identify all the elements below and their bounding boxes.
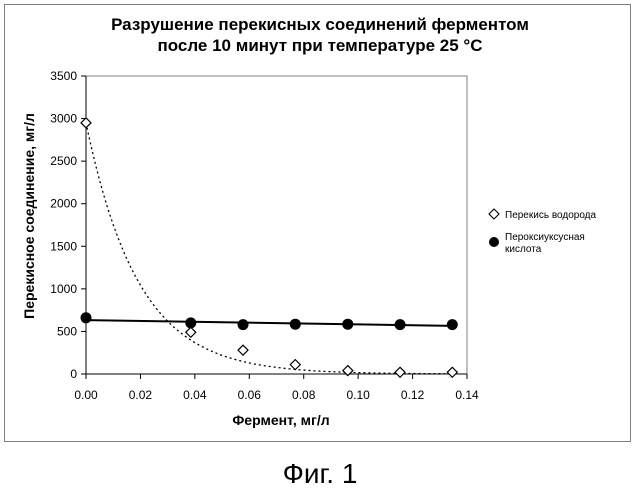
y-tick-label: 3500 (50, 69, 77, 83)
y-tick-label: 3000 (50, 112, 77, 126)
y-axis-label: Перекисное соединение, мг/л (21, 113, 37, 319)
peracetic-point (185, 317, 196, 328)
legend-peroxide-label: Перекись водорода (505, 210, 596, 221)
legend-peracetic-label-line-1: Пероксиуксусная (505, 232, 585, 243)
peroxide-point (447, 367, 457, 377)
x-tick-label: 0.14 (455, 388, 479, 402)
figure-caption: Фиг. 1 (0, 458, 640, 490)
x-tick-label: 0.00 (74, 388, 98, 402)
peroxide-point (238, 345, 248, 355)
x-tick-label: 0.08 (292, 388, 316, 402)
legend-peroxide-marker (489, 209, 499, 219)
x-tick-label: 0.04 (183, 388, 207, 402)
x-tick-label: 0.06 (238, 388, 262, 402)
peroxide-trendline (86, 123, 452, 374)
y-tick-label: 2500 (50, 154, 77, 168)
x-tick-label: 0.02 (129, 388, 153, 402)
y-tick-label: 0 (70, 367, 77, 381)
peracetic-point (447, 319, 458, 330)
y-tick-label: 1500 (50, 239, 77, 253)
legend: Перекись водорода Пероксиуксуснаякислота (489, 209, 596, 255)
peracetic-point (342, 319, 353, 330)
plot-area (86, 76, 467, 374)
legend-peracetic-label-line-2: кислота (505, 244, 542, 255)
peroxide-point (395, 367, 405, 377)
peracetic-point (238, 319, 249, 330)
x-tick-label: 0.10 (346, 388, 370, 402)
y-tick-label: 2000 (50, 197, 77, 211)
peracetic-point (290, 319, 301, 330)
legend-peracetic-marker (489, 237, 499, 247)
peracetic-point (395, 319, 406, 330)
y-tick-label: 1000 (50, 282, 77, 296)
peroxide-point (81, 118, 91, 128)
peroxide-point (186, 327, 196, 337)
x-tick-label: 0.12 (401, 388, 425, 402)
x-axis-label: Фермент, мг/л (232, 412, 329, 428)
peracetic-point (81, 312, 92, 323)
y-tick-label: 500 (57, 324, 77, 338)
peroxide-point (290, 360, 300, 370)
